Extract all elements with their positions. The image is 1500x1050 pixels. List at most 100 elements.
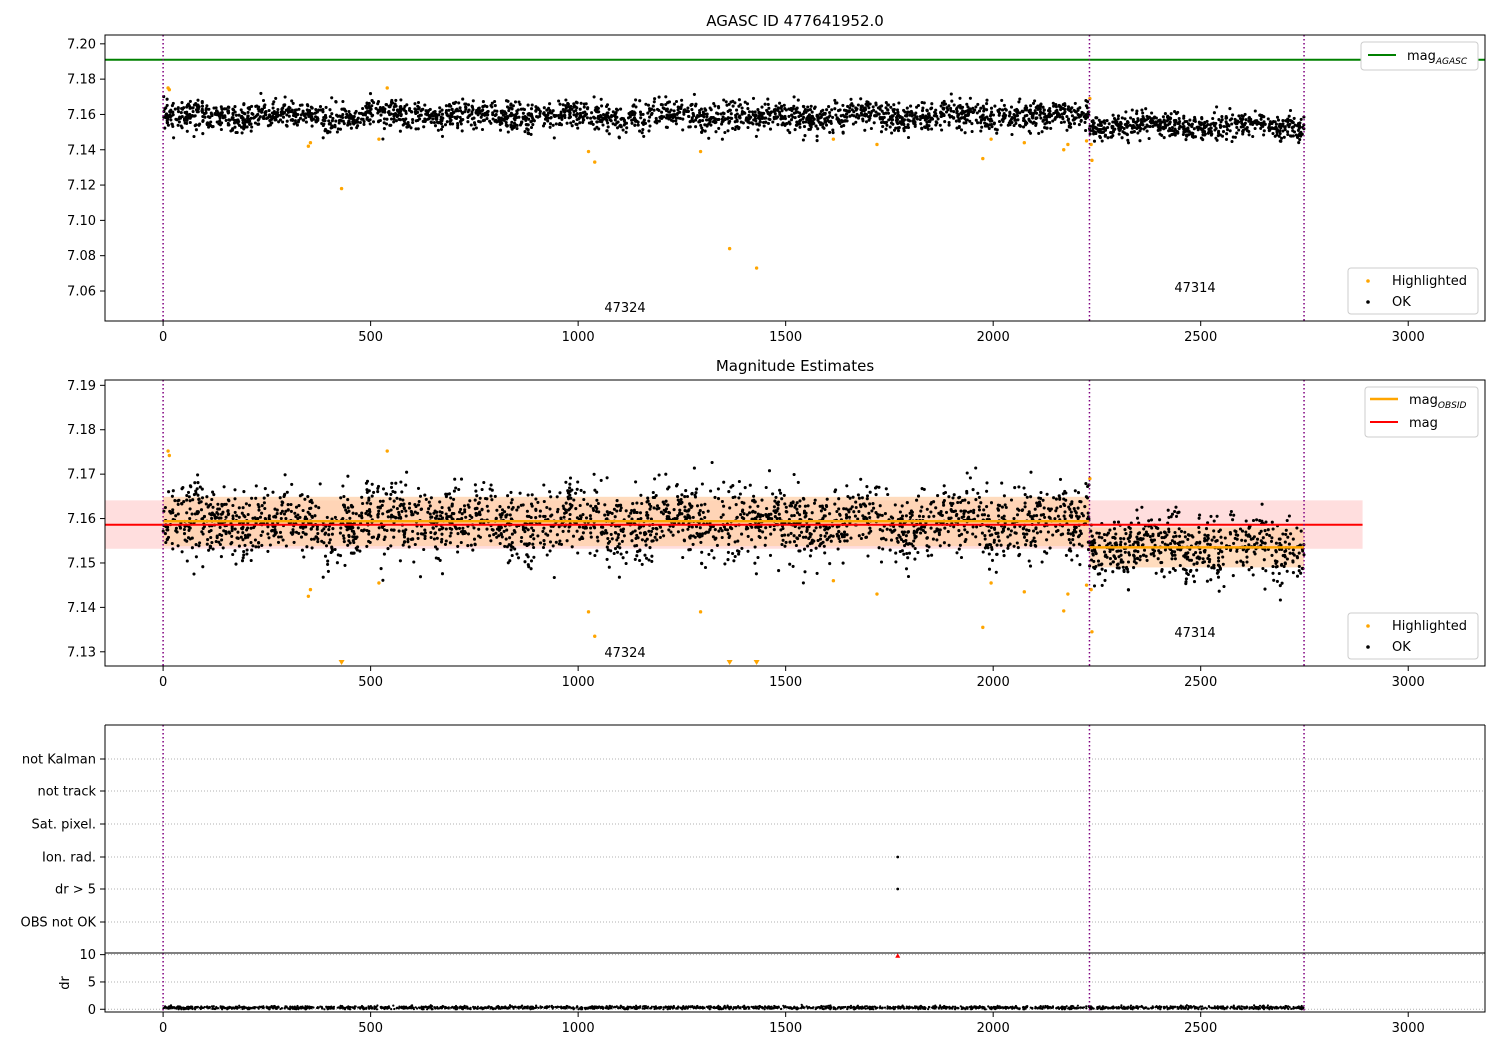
ok-point	[389, 112, 393, 116]
ok-point	[175, 118, 179, 122]
ok-point	[370, 99, 374, 103]
ok-point	[1054, 115, 1058, 120]
ok-point	[795, 106, 799, 110]
ok-point	[330, 96, 334, 100]
ok-point	[456, 109, 460, 113]
ok-point	[529, 120, 533, 124]
highlighted-point	[1090, 158, 1094, 163]
ok-point	[831, 128, 835, 132]
ok-point	[1203, 121, 1207, 125]
ok-point	[502, 529, 506, 533]
ok-point	[874, 103, 878, 107]
ok-point	[239, 108, 243, 112]
ok-point	[1210, 132, 1214, 136]
ok-point	[786, 533, 790, 537]
ok-point	[330, 517, 334, 521]
ok-point	[795, 507, 799, 511]
ok-point	[630, 539, 634, 543]
ok-point	[613, 118, 617, 122]
ok-point	[187, 525, 191, 529]
ok-point	[1286, 130, 1290, 134]
ok-point	[173, 107, 177, 111]
ok-point	[459, 477, 464, 481]
ok-point	[850, 108, 854, 112]
ok-point	[647, 119, 651, 123]
ok-point	[1247, 129, 1251, 134]
ok-point	[976, 514, 980, 518]
ok-point	[562, 108, 566, 113]
ok-point	[1091, 123, 1095, 127]
ok-point	[938, 123, 942, 127]
ok-point	[826, 527, 830, 531]
ok-point	[921, 113, 925, 117]
ok-point	[315, 527, 319, 531]
ok-point	[735, 119, 739, 123]
ok-point	[363, 113, 368, 117]
ok-point	[900, 504, 904, 508]
ok-point	[460, 129, 464, 133]
ok-point	[703, 123, 707, 127]
ok-point	[550, 111, 554, 115]
ok-point	[900, 514, 905, 518]
ok-point	[470, 104, 474, 108]
ok-point	[794, 503, 798, 507]
ok-point	[577, 116, 582, 120]
ok-point	[233, 510, 237, 514]
ok-point	[1083, 120, 1087, 124]
ok-point	[1042, 506, 1046, 510]
ok-point	[1117, 132, 1121, 136]
ok-point	[906, 123, 910, 127]
ok-point	[961, 498, 965, 503]
ok-point	[815, 139, 819, 143]
ok-point	[1080, 511, 1084, 516]
ok-point	[394, 481, 398, 485]
ok-point	[304, 525, 308, 529]
ok-point	[169, 511, 173, 515]
ok-point	[198, 485, 202, 489]
ok-point	[949, 106, 953, 110]
ok-point	[576, 126, 580, 130]
ok-point	[925, 536, 929, 540]
ok-point	[854, 500, 858, 504]
ok-point	[900, 525, 904, 529]
ok-point	[365, 110, 369, 114]
ok-point	[804, 511, 808, 515]
ok-point	[701, 118, 705, 123]
ok-point	[365, 501, 369, 505]
ok-point	[871, 502, 875, 506]
ok-point	[236, 530, 240, 534]
ok-point	[324, 544, 329, 548]
ok-point	[1000, 505, 1004, 509]
ok-point	[788, 562, 792, 566]
ok-point	[678, 508, 682, 512]
ok-point	[286, 107, 290, 111]
ok-point	[192, 572, 196, 576]
ok-point	[457, 487, 461, 492]
ok-point	[434, 114, 438, 118]
ok-point	[348, 112, 352, 116]
ok-point	[896, 129, 901, 133]
ok-point	[735, 112, 739, 116]
ok-point	[1262, 129, 1266, 133]
ok-point	[1062, 111, 1066, 116]
ok-point	[885, 123, 889, 127]
ok-point	[595, 549, 599, 553]
ok-point	[262, 501, 266, 505]
ok-point	[1224, 114, 1228, 119]
ok-point	[334, 100, 338, 104]
ok-point	[301, 118, 305, 122]
ok-point	[507, 106, 511, 110]
ok-point	[1241, 125, 1245, 129]
ok-point	[1286, 120, 1290, 124]
ok-point	[621, 128, 625, 132]
ok-point	[1191, 135, 1195, 139]
ok-point	[497, 117, 501, 121]
ok-point	[809, 125, 813, 129]
ok-point	[805, 525, 809, 530]
ok-point	[490, 101, 494, 105]
ok-point	[448, 119, 452, 123]
highlighted-point	[1062, 148, 1066, 152]
ok-point	[1025, 113, 1029, 117]
ok-point	[675, 112, 679, 116]
ok-point	[354, 512, 358, 516]
